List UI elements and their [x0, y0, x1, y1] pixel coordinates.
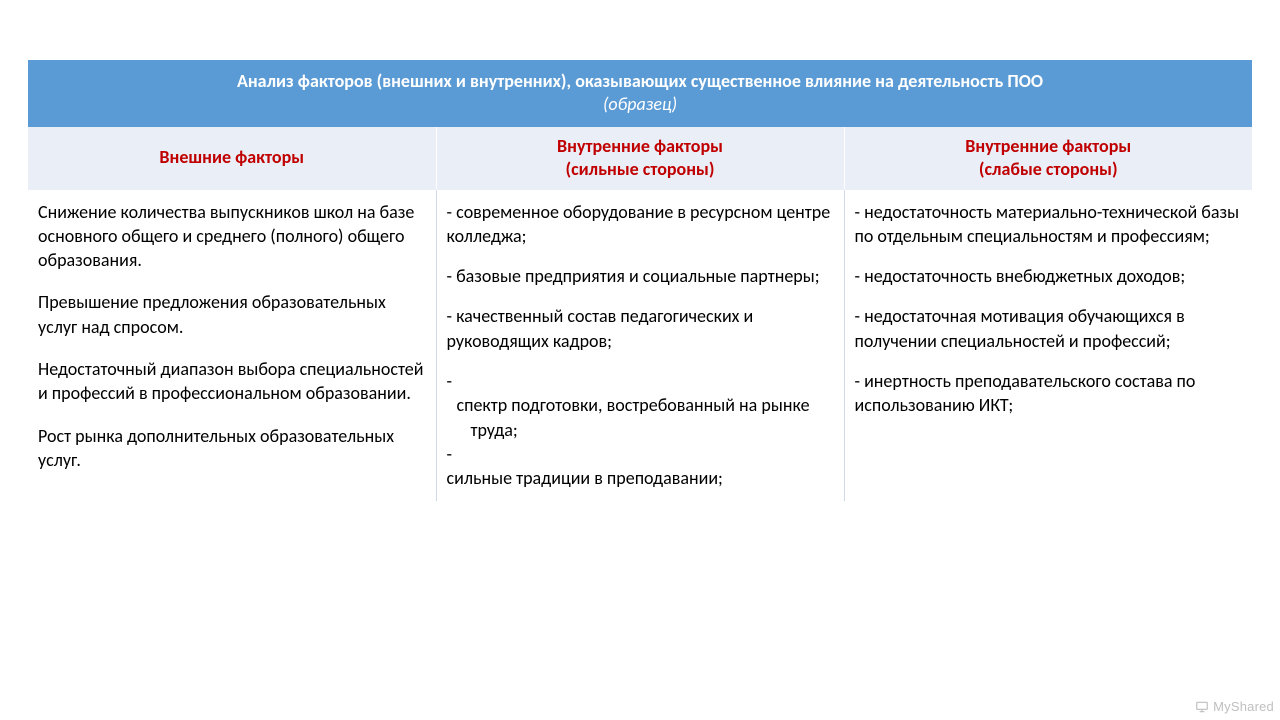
header-internal-weak: Внутренние факторы (слабые стороны): [844, 127, 1252, 190]
weak-b2: - недостаточность внебюджетных доходов;: [855, 264, 1243, 288]
str-b5: сильные традиции в преподавании;: [447, 466, 834, 490]
weak-b3: - недостаточная мотивация обучающихся в …: [855, 304, 1243, 353]
str-b2: - базовые предприятия и социальные партн…: [447, 264, 834, 288]
body-row: Снижение количества выпускников школ на …: [28, 190, 1252, 501]
watermark-text: MyShared: [1213, 699, 1274, 714]
ext-p3: Недостаточный диапазон выбора специально…: [38, 357, 426, 406]
analysis-table: Анализ факторов (внешних и внутренних), …: [28, 60, 1252, 501]
title-line1: Анализ факторов (внешних и внутренних), …: [237, 70, 1043, 92]
external-factors-cell: Снижение количества выпускников школ на …: [28, 190, 436, 501]
weaknesses-cell: - недостаточность материально-техническо…: [844, 190, 1252, 501]
weak-b4: - инертность преподавательского состава …: [855, 369, 1243, 418]
title-sample: (образец): [603, 93, 677, 115]
ext-p2: Превышение предложения образовательных у…: [38, 290, 426, 339]
watermark: MyShared: [1195, 699, 1274, 714]
table-title-cell: Анализ факторов (внешних и внутренних), …: [28, 60, 1252, 127]
str-b4-dash: -: [447, 369, 834, 393]
ext-p4: Рост рынка дополнительных образовательны…: [38, 424, 426, 473]
str-b1: - современное оборудование в ресурсном ц…: [447, 200, 834, 249]
header-row: Внешние факторы Внутренние факторы (силь…: [28, 127, 1252, 190]
strengths-cell: - современное оборудование в ресурсном ц…: [436, 190, 844, 501]
header-internal-strong: Внутренние факторы (сильные стороны): [436, 127, 844, 190]
weak-b1: - недостаточность материально-техническо…: [855, 200, 1243, 249]
str-b3: - качественный состав педагогических и р…: [447, 304, 834, 353]
str-b5-dash: -: [447, 442, 834, 466]
slide: Анализ факторов (внешних и внутренних), …: [0, 0, 1280, 521]
header-external: Внешние факторы: [28, 127, 436, 190]
presentation-icon: [1195, 700, 1209, 714]
title-row: Анализ факторов (внешних и внутренних), …: [28, 60, 1252, 127]
ext-p1: Снижение количества выпускников школ на …: [38, 200, 426, 273]
str-b4: спектр подготовки, востребованный на рын…: [447, 393, 834, 442]
